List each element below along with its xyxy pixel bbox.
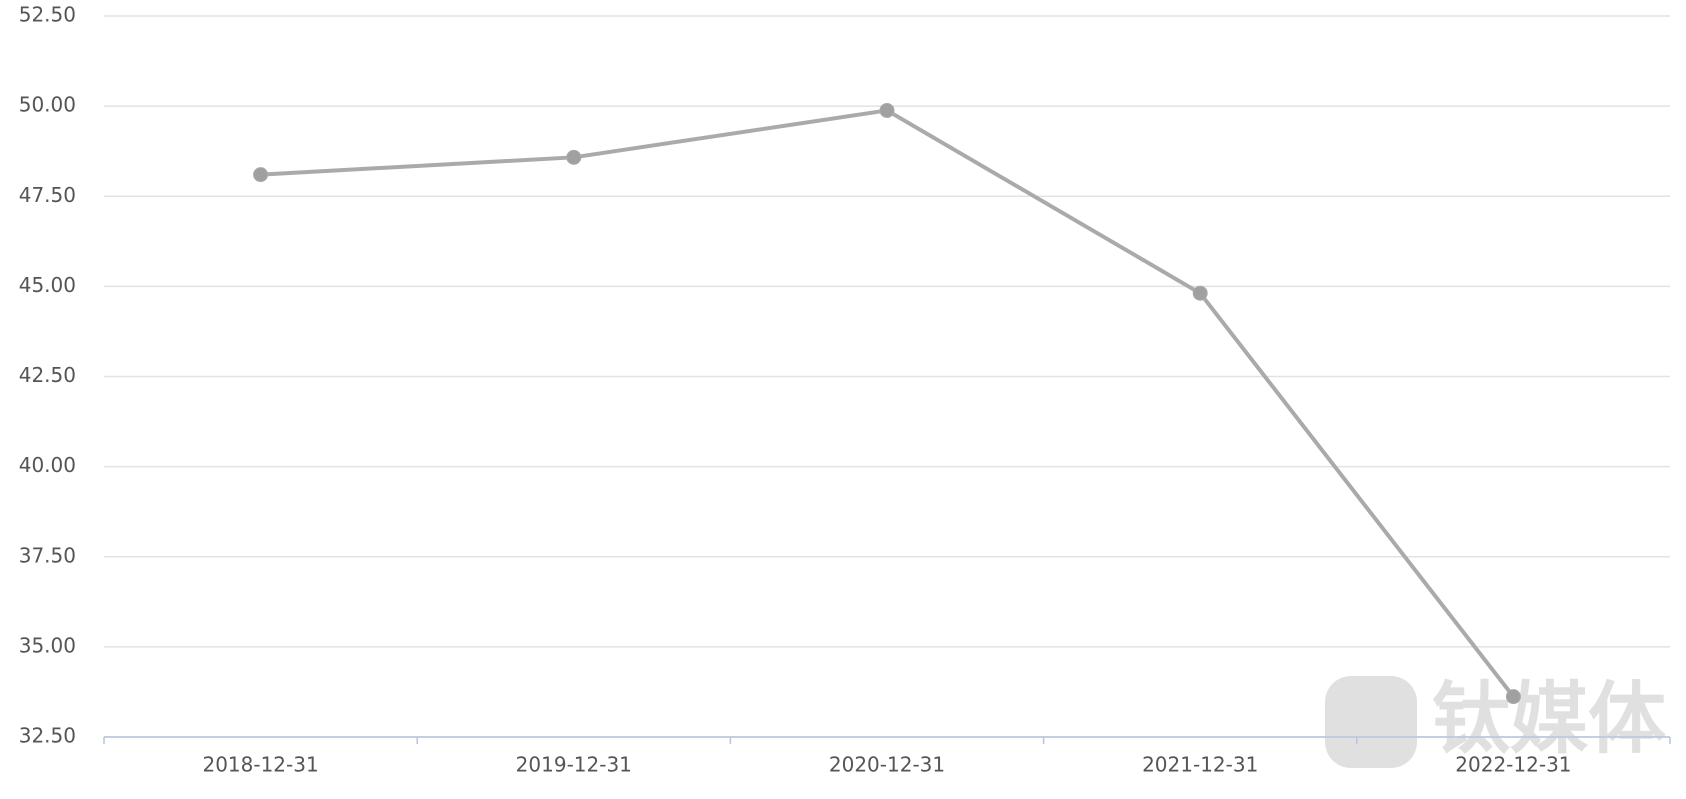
- y-tick-label: 35.00: [19, 633, 76, 657]
- y-tick-label: 40.00: [19, 453, 76, 477]
- y-tick-label: 32.50: [19, 724, 76, 748]
- x-tick-label: 2021-12-31: [1142, 753, 1258, 777]
- y-tick-label: 52.50: [19, 3, 76, 27]
- y-tick-label: 47.50: [19, 183, 76, 207]
- x-tick-label: 2018-12-31: [202, 753, 318, 777]
- point: [253, 167, 269, 183]
- y-tick-label: 45.00: [19, 273, 76, 297]
- watermark-text: 钛媒体: [1432, 674, 1666, 764]
- y-tick-label: 42.50: [19, 363, 76, 387]
- point: [1505, 689, 1521, 705]
- point: [1192, 285, 1208, 301]
- x-tick-label: 2022-12-31: [1455, 753, 1571, 777]
- y-tick-label: 50.00: [19, 93, 76, 117]
- watermark-logo: [1325, 676, 1417, 768]
- point: [566, 149, 582, 165]
- watermark: 钛媒体: [1325, 674, 1666, 768]
- x-tick-label: 2019-12-31: [516, 753, 632, 777]
- x-tick-label: 2020-12-31: [829, 753, 945, 777]
- point: [879, 102, 895, 118]
- y-tick-label: 37.50: [19, 543, 76, 567]
- line: [260, 108, 1515, 698]
